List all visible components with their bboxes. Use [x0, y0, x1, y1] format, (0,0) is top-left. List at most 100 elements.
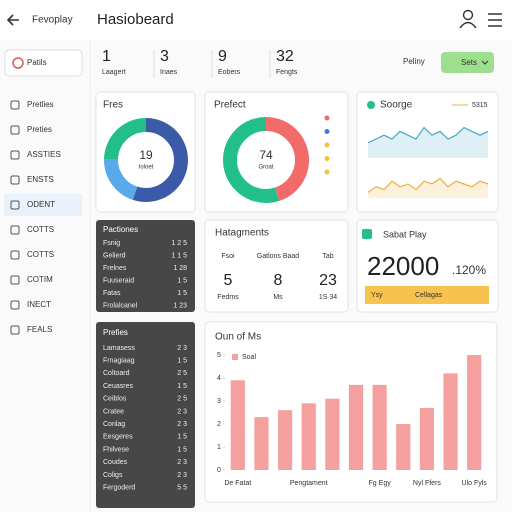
list-value: 1 1 5 — [171, 252, 187, 259]
list-name: Cratee — [103, 408, 124, 415]
promo-icon — [362, 229, 372, 239]
donut-center-value: 74 — [259, 148, 273, 162]
legend-dot — [324, 169, 330, 175]
metric-value: 8 — [274, 272, 283, 289]
legend-value: 5315 — [472, 102, 488, 109]
user-icon[interactable] — [459, 9, 477, 29]
list-name: Conlag — [103, 421, 125, 428]
list-value: 2 5 — [177, 396, 187, 403]
sidebar-item[interactable]: ASSTIES — [27, 150, 61, 159]
sidebar-item[interactable]: ODENT — [27, 200, 55, 209]
sidebar-icon — [10, 300, 20, 310]
list-name: Ceiblos — [103, 396, 127, 403]
stat-label: Fengts — [276, 69, 298, 76]
sidebar-item[interactable]: COTTS — [27, 250, 54, 259]
sparkline-area — [368, 127, 488, 158]
sidebar-item[interactable]: COTTS — [27, 225, 54, 234]
sparkline — [367, 177, 489, 193]
dark-card — [96, 220, 195, 312]
list-value: 1 5 — [177, 434, 187, 441]
list-name: Ceuasres — [103, 383, 133, 390]
list-value: 1 2 5 — [171, 240, 187, 247]
list-name: Frnagiaag — [103, 358, 135, 365]
metric-foot: Fedms — [217, 294, 239, 301]
sidebar-item[interactable]: ENSTS — [27, 175, 54, 184]
filter-caret — [481, 60, 489, 65]
sidebar-item[interactable]: FEALS — [27, 325, 52, 334]
x-tick-label: De Fatat — [224, 480, 251, 487]
sidebar-item[interactable]: INECT — [27, 300, 51, 309]
metric-head: Fsoi — [221, 253, 235, 260]
sidebar-icon — [12, 57, 24, 69]
filter-label: Peliny — [403, 57, 425, 66]
card-title: Sabat Play — [383, 229, 427, 239]
bar — [348, 384, 364, 470]
sidebar-item[interactable]: Patils — [27, 58, 47, 67]
menu-icon[interactable] — [488, 13, 502, 27]
metric-foot: Ms — [273, 294, 283, 301]
promo-value: 22000 — [367, 251, 439, 281]
list-value: 1 23 — [173, 302, 187, 309]
metric-head: Gatlons Baad — [257, 253, 300, 260]
sidebar-icon — [10, 125, 20, 135]
donut-center-value: 19 — [139, 148, 153, 162]
list-value: 1 5 — [177, 277, 187, 284]
card-title: Prefect — [214, 100, 246, 111]
sidebar-item[interactable]: COTIM — [27, 275, 53, 284]
back-label[interactable]: Fevoplay — [32, 15, 73, 26]
list-name: Fhilvese — [103, 446, 129, 453]
x-tick-label: Fg Egy — [369, 480, 392, 487]
list-value: 2 3 — [177, 421, 187, 428]
list-name: Frelnes — [103, 265, 127, 272]
list-value: 2 3 — [177, 408, 187, 415]
list-name: Fergoderd — [103, 485, 135, 492]
filter-button[interactable] — [441, 52, 494, 73]
list-value: 2 3 — [177, 345, 187, 352]
card-title: Hatagments — [215, 228, 269, 239]
promo-bar — [365, 286, 489, 304]
list-value: 2 3 — [177, 472, 187, 479]
list-value: 2 5 — [177, 370, 187, 377]
list-name: Fsnig — [103, 240, 120, 247]
list-title: Prefies — [103, 328, 128, 337]
bar — [372, 384, 387, 470]
back-arrow[interactable] — [6, 14, 19, 26]
list-name: Gelierd — [103, 252, 126, 259]
top-bar — [0, 0, 512, 40]
list-name: Fatas — [103, 290, 121, 297]
donut-segment — [223, 117, 309, 203]
bar — [301, 403, 316, 470]
promo-bar-right: Cellagas — [415, 292, 443, 299]
metric-foot: 1S 34 — [319, 294, 337, 301]
stat-value: 9 — [218, 48, 227, 65]
x-tick-label: Pengtament — [290, 480, 328, 487]
list-name: Eesgeres — [103, 434, 133, 441]
sidebar-item[interactable]: Pretlies — [27, 100, 54, 109]
bar — [467, 355, 482, 470]
list-name: Coltoard — [103, 370, 130, 377]
y-tick-label: 1 — [217, 444, 221, 451]
bar — [278, 410, 293, 470]
y-tick-label: 5 — [217, 352, 221, 359]
list-value: 1 28 — [173, 265, 187, 272]
metric-value: 5 — [224, 272, 233, 289]
card-title: Soorge — [380, 100, 413, 111]
donut-segment — [104, 118, 188, 202]
sidebar-active[interactable] — [4, 49, 83, 77]
y-tick-label: 3 — [217, 398, 221, 405]
promo-change: .120% — [452, 263, 486, 277]
sidebar-highlight[interactable] — [4, 194, 82, 216]
list-name: Lamasess — [103, 345, 135, 352]
bar — [325, 398, 340, 470]
sidebar-item[interactable]: Preties — [27, 125, 52, 134]
filter-button-text[interactable]: Sets — [461, 58, 477, 67]
x-tick-label: Nyl Ffers — [413, 480, 442, 487]
list-value: 1 5 — [177, 383, 187, 390]
stat-value: 1 — [102, 48, 111, 65]
stat-value: 32 — [276, 48, 294, 65]
metric-value: 23 — [319, 272, 337, 289]
list-value: 2 3 — [177, 459, 187, 466]
legend-dot — [324, 156, 330, 161]
sidebar-icon — [10, 200, 20, 210]
